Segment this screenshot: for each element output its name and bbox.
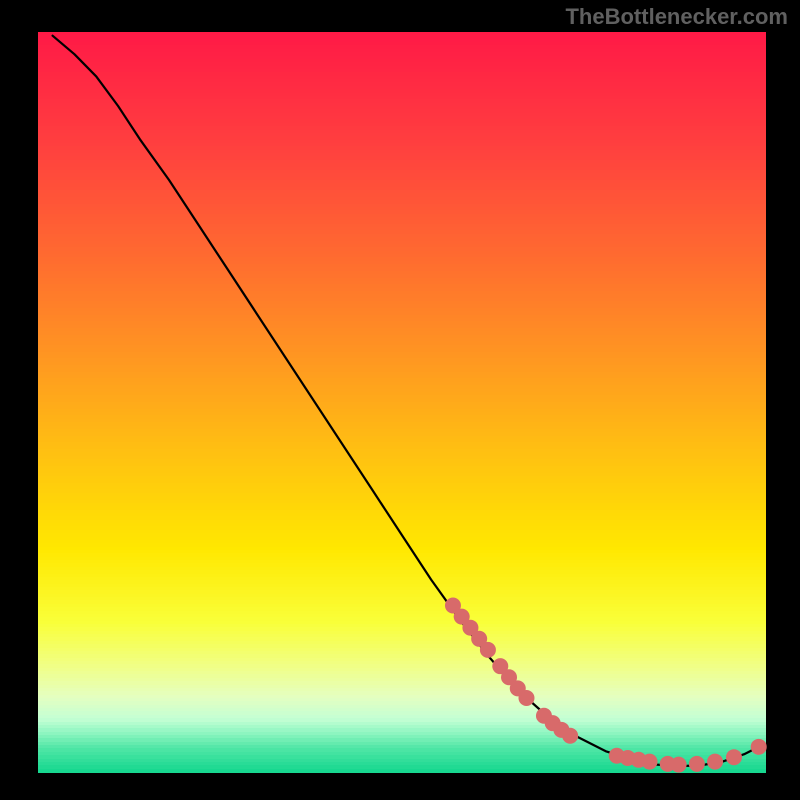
watermark-text: TheBottlenecker.com (565, 4, 788, 30)
data-marker (671, 757, 687, 773)
plot-area (38, 32, 766, 772)
data-marker (480, 642, 496, 658)
chart-container: TheBottlenecker.com (0, 0, 800, 800)
data-marker (751, 739, 767, 755)
data-marker (726, 749, 742, 765)
data-marker (518, 690, 534, 706)
data-marker (689, 756, 705, 772)
data-marker (642, 754, 658, 770)
bottleneck-curve (53, 36, 759, 766)
data-marker (707, 754, 723, 770)
curve-layer (38, 32, 766, 772)
data-marker (562, 728, 578, 744)
